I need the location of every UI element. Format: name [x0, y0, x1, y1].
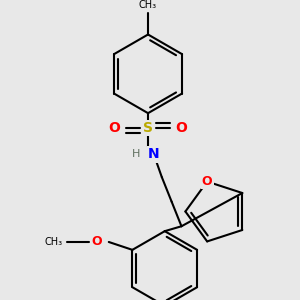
Text: S: S [143, 121, 153, 135]
Text: O: O [109, 121, 121, 135]
Text: CH₃: CH₃ [45, 237, 63, 247]
Text: O: O [92, 236, 102, 248]
Text: O: O [176, 121, 188, 135]
Text: H: H [132, 149, 140, 160]
Text: CH₃: CH₃ [139, 0, 157, 10]
Text: N: N [148, 148, 160, 161]
Text: O: O [202, 175, 212, 188]
